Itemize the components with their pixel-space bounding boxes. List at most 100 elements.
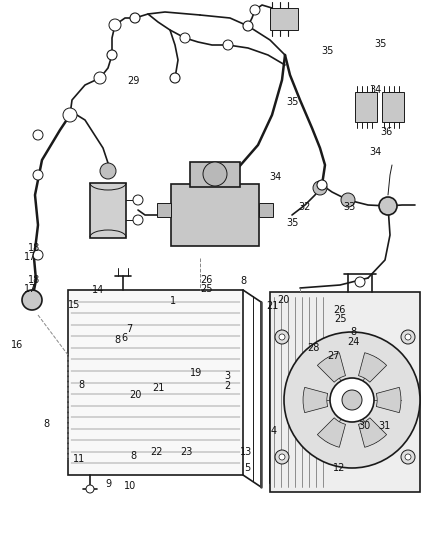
- Text: 35: 35: [286, 218, 299, 228]
- Text: 15: 15: [68, 300, 81, 310]
- Text: 23: 23: [180, 447, 192, 457]
- Wedge shape: [359, 418, 387, 447]
- Text: 26: 26: [201, 275, 213, 285]
- Text: 35: 35: [286, 98, 299, 107]
- Circle shape: [133, 215, 143, 225]
- Circle shape: [22, 290, 42, 310]
- Wedge shape: [318, 353, 346, 382]
- Circle shape: [180, 33, 190, 43]
- Circle shape: [109, 19, 121, 31]
- Bar: [90, 183, 126, 238]
- Circle shape: [279, 334, 285, 340]
- Wedge shape: [303, 387, 328, 413]
- Circle shape: [275, 330, 289, 344]
- Text: 19: 19: [190, 368, 202, 378]
- Circle shape: [405, 334, 411, 340]
- Circle shape: [33, 250, 43, 260]
- Wedge shape: [359, 353, 387, 382]
- Bar: [190, 162, 240, 187]
- Text: 8: 8: [240, 277, 246, 286]
- Text: 10: 10: [124, 481, 137, 491]
- Text: 17: 17: [24, 284, 36, 294]
- Circle shape: [313, 181, 327, 195]
- Text: 1: 1: [170, 296, 176, 306]
- Text: 25: 25: [335, 314, 347, 324]
- Circle shape: [107, 50, 117, 60]
- Circle shape: [86, 485, 94, 493]
- Text: 8: 8: [43, 419, 49, 429]
- Bar: [270, 8, 298, 30]
- Text: 34: 34: [370, 147, 382, 157]
- Circle shape: [94, 72, 106, 84]
- Text: 2: 2: [224, 382, 230, 391]
- Circle shape: [317, 180, 327, 190]
- Circle shape: [33, 170, 43, 180]
- Circle shape: [284, 332, 420, 468]
- Bar: [355, 92, 377, 122]
- Text: 18: 18: [28, 243, 40, 253]
- Text: 16: 16: [11, 341, 23, 350]
- Circle shape: [130, 13, 140, 23]
- Text: 30: 30: [358, 422, 371, 431]
- Text: 6: 6: [122, 334, 128, 343]
- Circle shape: [405, 454, 411, 460]
- Text: 9: 9: [106, 479, 112, 489]
- Text: 8: 8: [78, 380, 84, 390]
- Text: 18: 18: [28, 275, 40, 285]
- Circle shape: [330, 378, 374, 422]
- Bar: [382, 92, 404, 122]
- Text: 20: 20: [130, 391, 142, 400]
- Text: 27: 27: [328, 351, 340, 361]
- Circle shape: [342, 390, 362, 410]
- Text: 20: 20: [278, 295, 290, 304]
- Text: 24: 24: [348, 337, 360, 347]
- Text: 21: 21: [266, 302, 279, 311]
- Text: 34: 34: [269, 172, 281, 182]
- Circle shape: [401, 330, 415, 344]
- Text: 8: 8: [114, 335, 120, 345]
- Text: 5: 5: [244, 463, 251, 473]
- Text: 35: 35: [321, 46, 334, 55]
- Text: 29: 29: [127, 76, 140, 86]
- Circle shape: [279, 454, 285, 460]
- Bar: [171, 184, 259, 246]
- Text: 11: 11: [73, 455, 85, 464]
- Circle shape: [33, 130, 43, 140]
- Text: 4: 4: [271, 426, 277, 435]
- Text: 22: 22: [151, 447, 163, 457]
- Text: 28: 28: [307, 343, 319, 352]
- Circle shape: [223, 40, 233, 50]
- Bar: [157, 203, 171, 217]
- Text: 7: 7: [126, 325, 132, 334]
- Text: 8: 8: [131, 451, 137, 461]
- Bar: [68, 290, 243, 475]
- Text: 32: 32: [298, 202, 311, 212]
- Circle shape: [341, 193, 355, 207]
- Circle shape: [243, 21, 253, 31]
- Circle shape: [401, 450, 415, 464]
- Circle shape: [355, 277, 365, 287]
- Text: 31: 31: [378, 422, 391, 431]
- Text: 3: 3: [224, 371, 230, 381]
- Circle shape: [63, 108, 77, 122]
- Circle shape: [379, 197, 397, 215]
- Text: 17: 17: [24, 252, 36, 262]
- Circle shape: [100, 163, 116, 179]
- Text: 35: 35: [374, 39, 386, 49]
- Circle shape: [275, 450, 289, 464]
- Text: 21: 21: [152, 383, 165, 393]
- Wedge shape: [318, 418, 346, 447]
- Text: 12: 12: [333, 463, 346, 473]
- Text: 13: 13: [240, 447, 252, 457]
- Circle shape: [250, 5, 260, 15]
- Text: 33: 33: [343, 202, 356, 212]
- Text: 14: 14: [92, 286, 105, 295]
- Text: 8: 8: [351, 327, 357, 336]
- Wedge shape: [376, 387, 401, 413]
- Text: 36: 36: [380, 127, 392, 137]
- Bar: [259, 203, 273, 217]
- Text: 26: 26: [333, 305, 346, 315]
- Bar: [270, 292, 420, 492]
- Circle shape: [133, 195, 143, 205]
- Text: 34: 34: [370, 85, 382, 94]
